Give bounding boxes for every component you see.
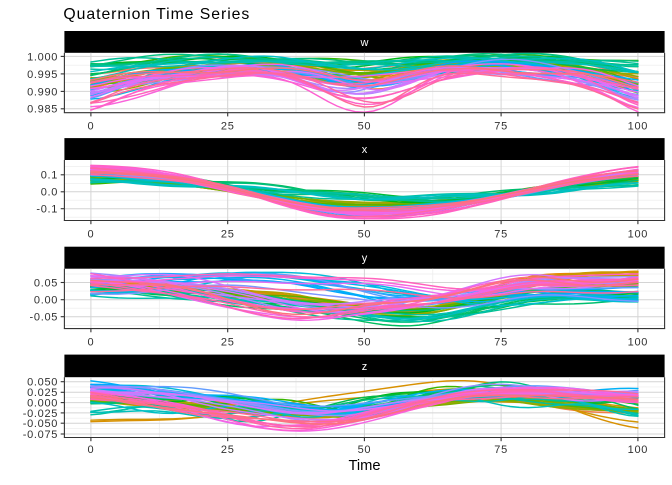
svg-text:0: 0 [87,121,94,133]
svg-text:25: 25 [221,121,235,133]
svg-text:25: 25 [221,444,235,456]
svg-text:0.990: 0.990 [27,86,58,98]
svg-text:0.000: 0.000 [27,398,58,410]
svg-text:25: 25 [221,337,235,349]
svg-text:75: 75 [494,229,508,241]
svg-text:0: 0 [87,444,94,456]
svg-text:x: x [362,144,368,156]
svg-text:75: 75 [494,337,508,349]
svg-text:0.025: 0.025 [27,387,58,399]
svg-text:100: 100 [628,121,648,133]
svg-text:0: 0 [87,337,94,349]
svg-text:w: w [360,37,369,49]
svg-text:0.05: 0.05 [34,277,58,289]
svg-text:0.985: 0.985 [27,104,58,116]
svg-text:0.00: 0.00 [34,295,58,307]
svg-text:-0.025: -0.025 [23,408,58,420]
svg-text:0.0: 0.0 [41,187,58,199]
svg-text:25: 25 [221,229,235,241]
svg-text:Quaternion Time Series: Quaternion Time Series [63,6,250,23]
svg-text:50: 50 [358,444,372,456]
svg-text:Time: Time [348,458,380,474]
svg-text:-0.05: -0.05 [30,312,59,324]
svg-text:0.050: 0.050 [27,377,58,389]
svg-text:50: 50 [358,229,372,241]
svg-text:50: 50 [358,121,372,133]
svg-text:-0.050: -0.050 [23,418,58,430]
svg-text:50: 50 [358,337,372,349]
svg-text:-0.1: -0.1 [36,204,58,216]
svg-text:0: 0 [87,229,94,241]
svg-text:1.000: 1.000 [27,51,58,63]
svg-text:100: 100 [628,229,648,241]
svg-text:75: 75 [494,121,508,133]
svg-text:0.1: 0.1 [41,170,58,182]
svg-text:75: 75 [494,444,508,456]
svg-text:0.995: 0.995 [27,69,58,81]
svg-text:100: 100 [628,444,648,456]
svg-text:z: z [362,361,368,373]
svg-text:-0.075: -0.075 [23,429,58,441]
svg-text:100: 100 [628,337,648,349]
svg-text:y: y [362,253,368,265]
